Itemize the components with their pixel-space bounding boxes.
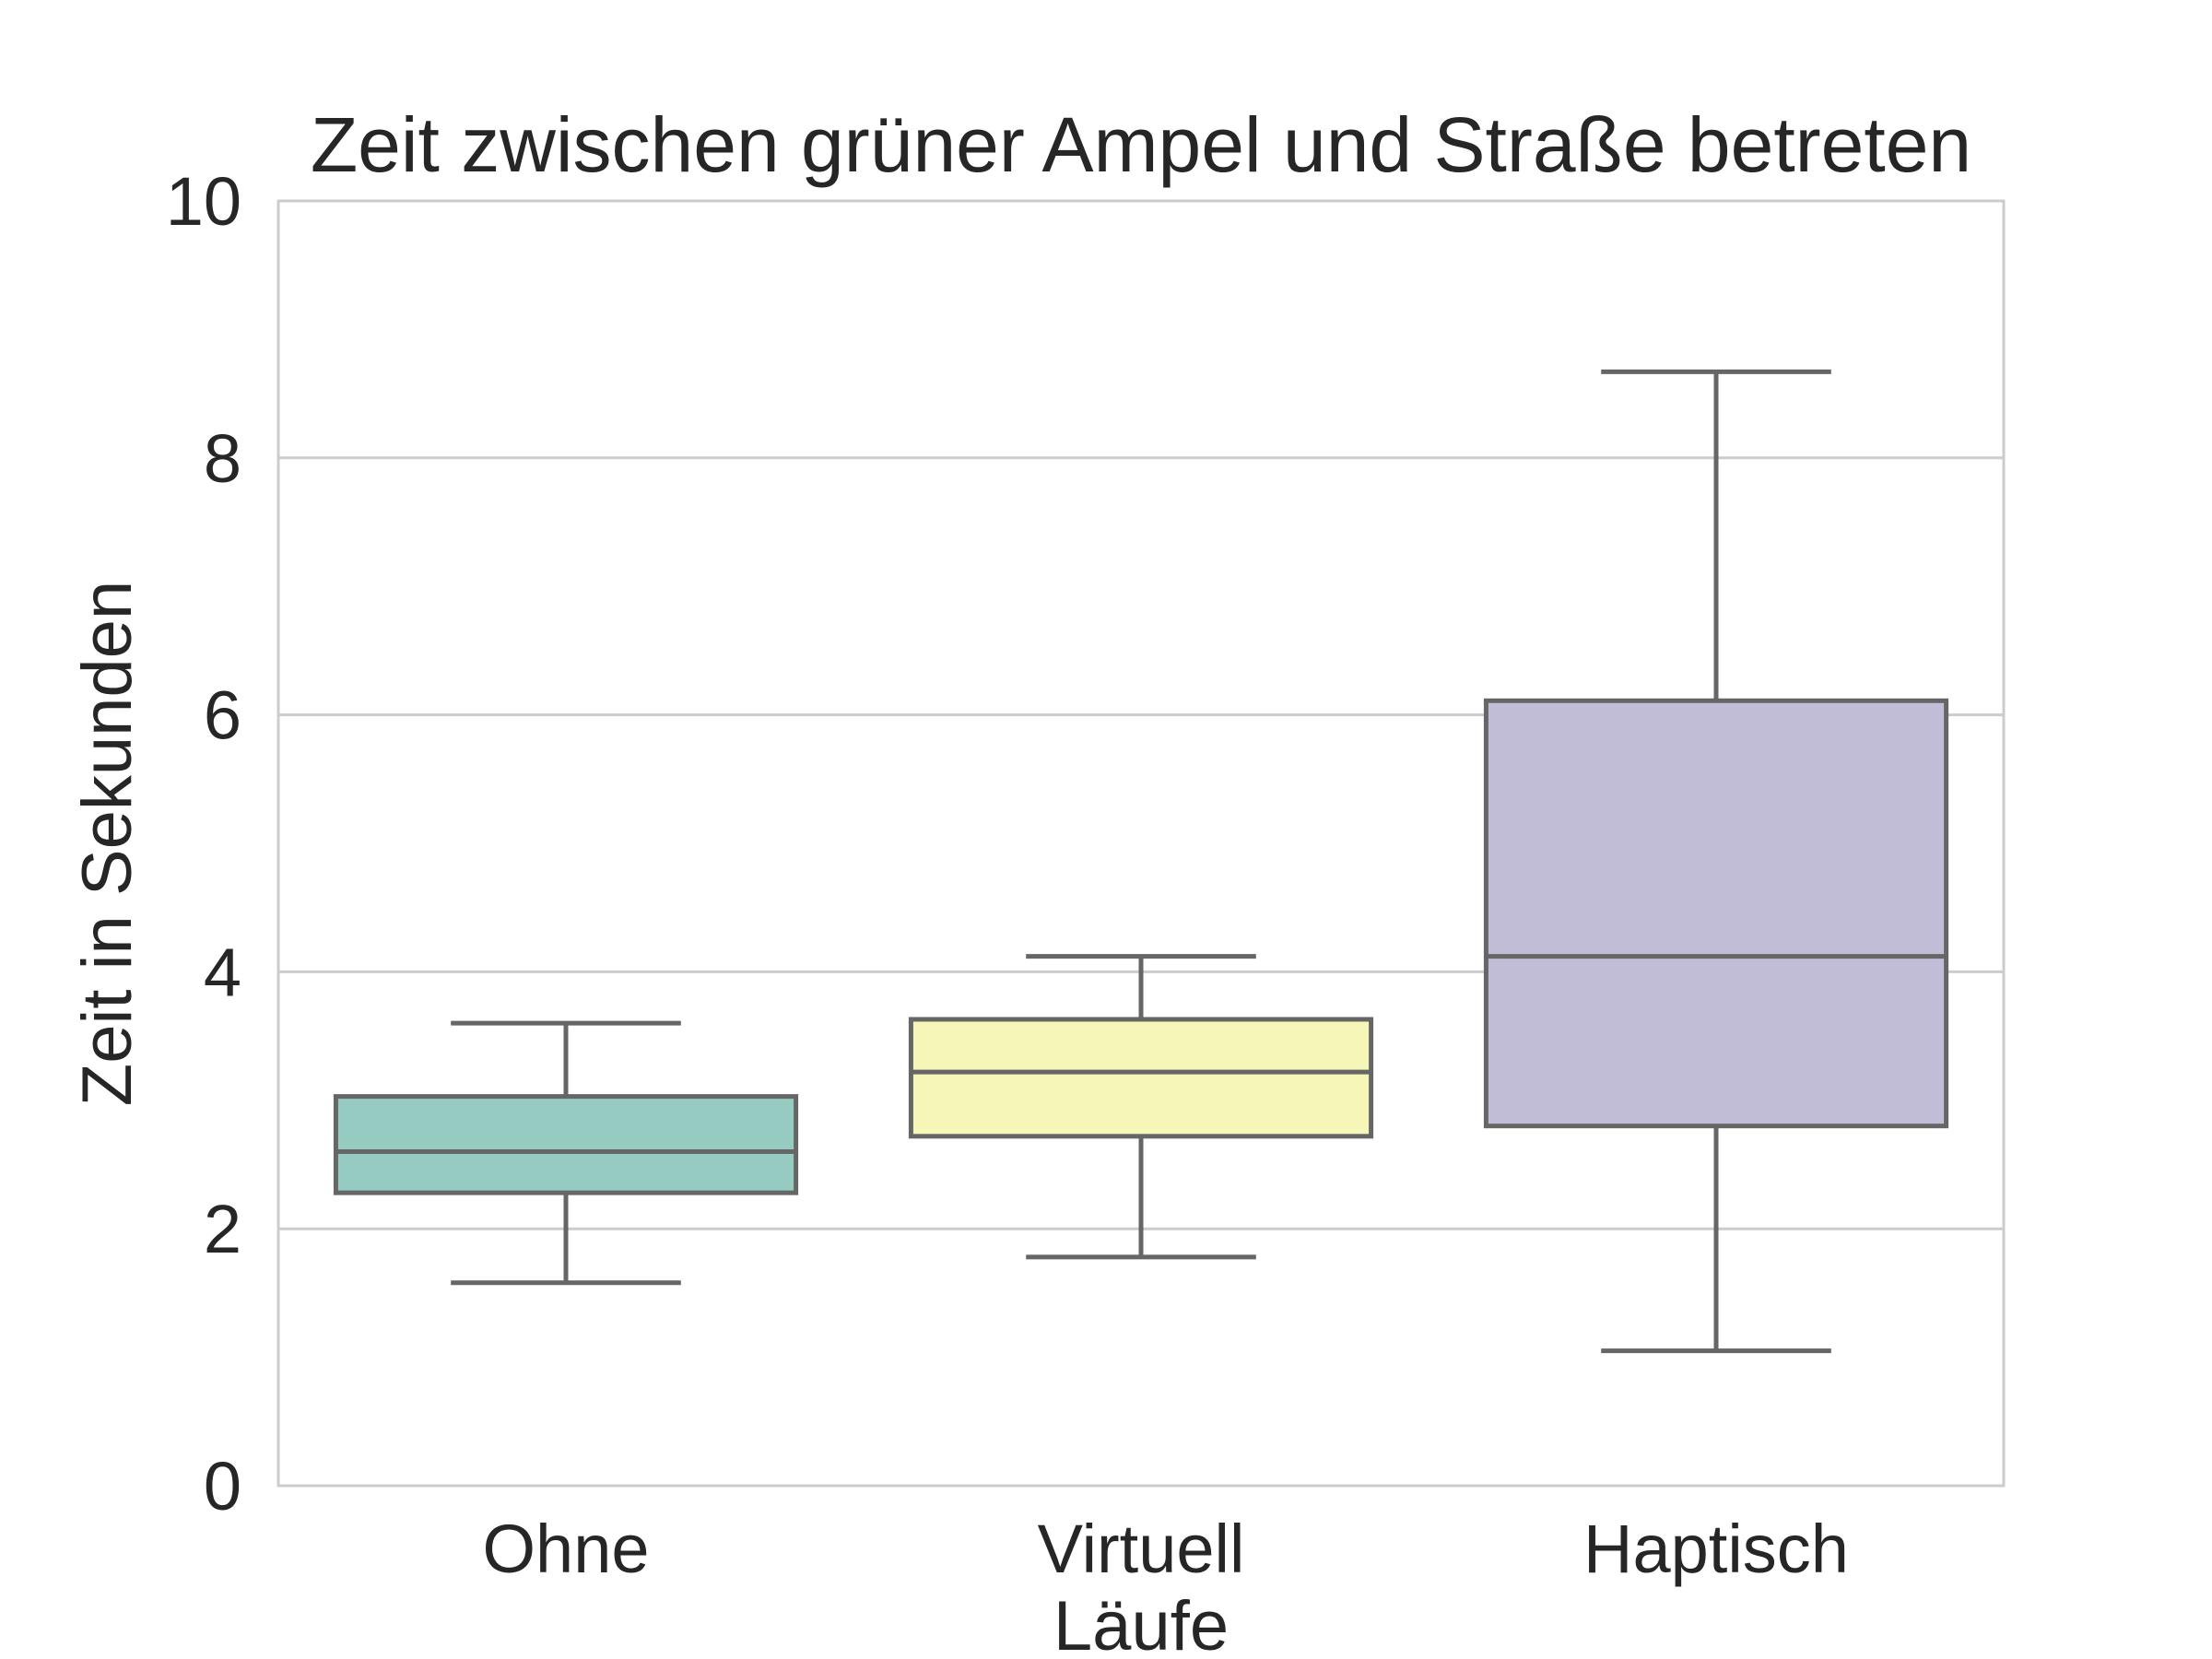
box-iqr [908,1017,1374,1139]
y-axis-label: Zeit in Sekunden [68,581,147,1106]
box-iqr [333,1094,799,1195]
y-tick-label: 10 [166,163,241,240]
y-tick-label: 8 [204,420,241,497]
x-tick-label: Ohne [482,1511,649,1587]
y-tick-labels: 0 2 4 6 8 10 [166,163,241,1524]
plot-frame [276,199,2006,1488]
box-haptisch [1483,369,1949,1354]
boxes [333,369,1949,1354]
chart-title: Zeit zwischen grüner Ampel und Straße be… [311,101,1971,188]
y-tick-label: 0 [204,1448,241,1524]
y-tick-label: 6 [204,677,241,754]
y-tick-label: 2 [204,1191,241,1267]
y-tick-label: 4 [204,934,241,1010]
box-virtuell [908,954,1374,1260]
box-ohne [333,1020,799,1286]
x-tick-labels: Ohne Virtuell Haptisch [482,1511,1848,1587]
x-tick-label: Virtuell [1038,1511,1245,1587]
x-tick-label: Haptisch [1583,1511,1849,1587]
x-axis-label: Läufe [1053,1587,1229,1659]
box-iqr [1483,698,1949,1129]
